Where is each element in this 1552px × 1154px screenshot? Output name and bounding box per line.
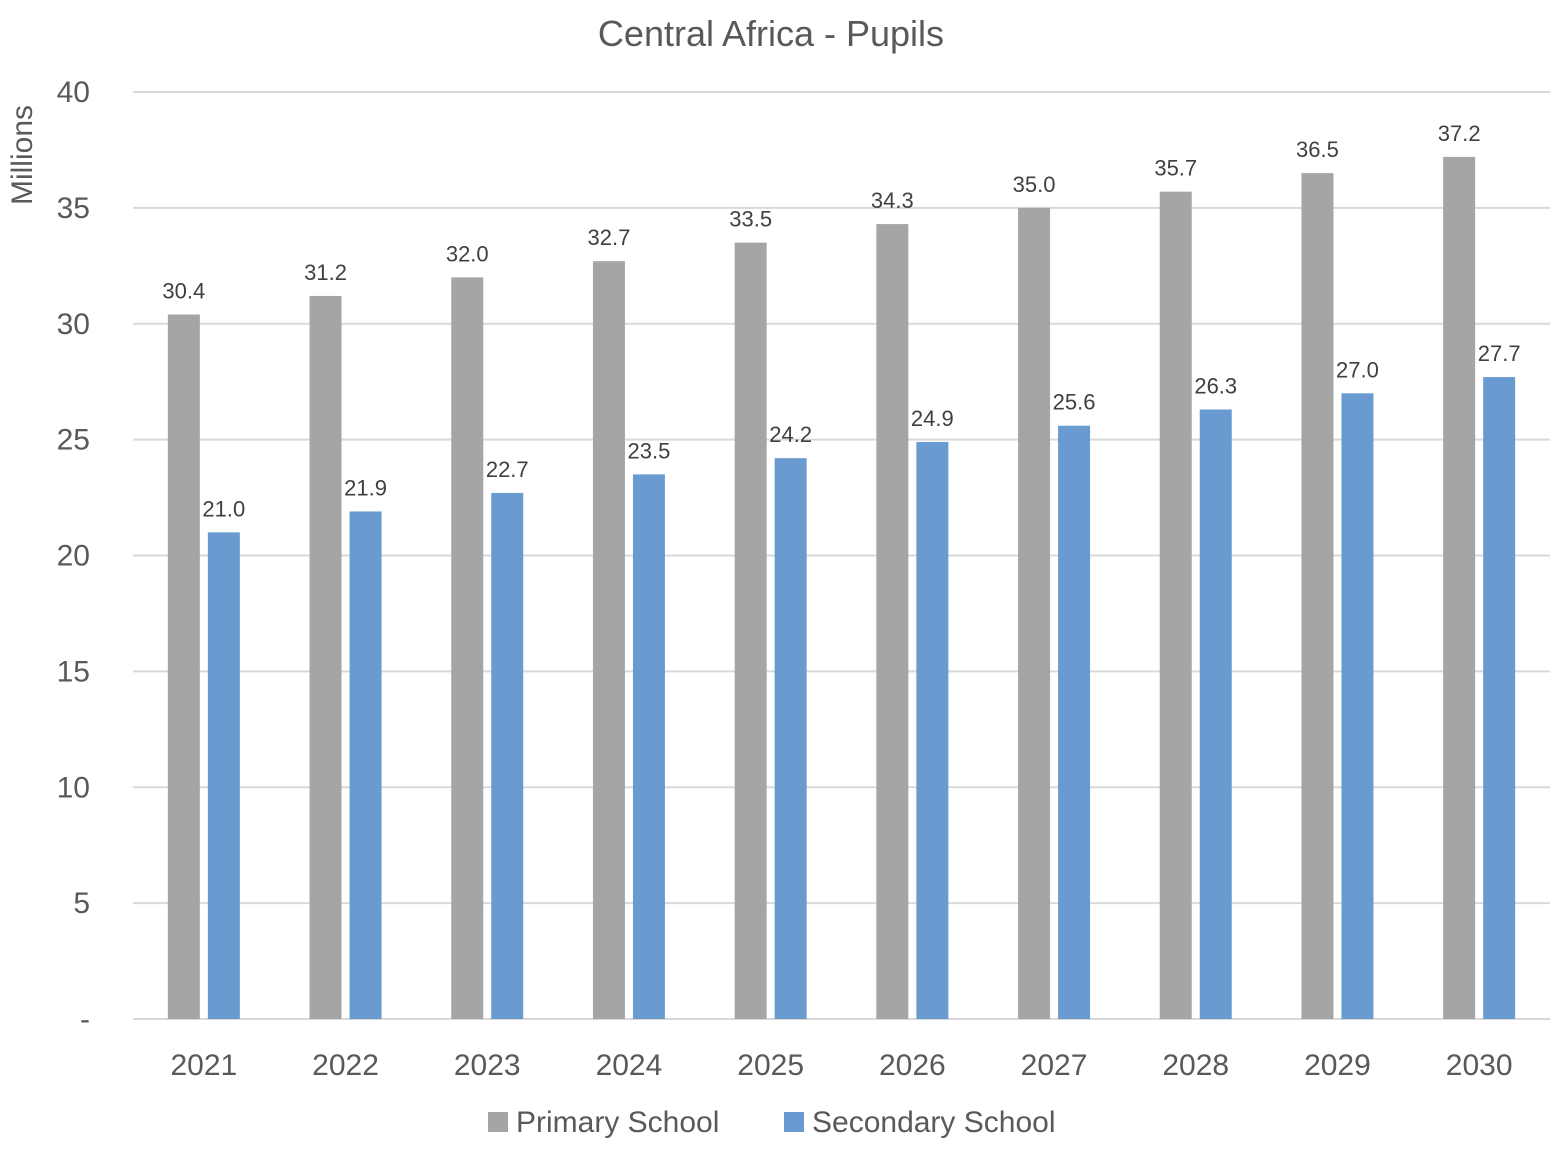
secondary-school-data-label: 27.0 — [1336, 357, 1379, 382]
primary-school-data-label: 35.7 — [1154, 156, 1197, 181]
primary-school-data-label: 33.5 — [729, 207, 772, 232]
secondary-school-bar — [1058, 425, 1091, 1020]
primary-school-data-label: 36.5 — [1296, 137, 1339, 162]
secondary-school-bar — [491, 492, 524, 1019]
primary-school-data-label: 32.7 — [588, 225, 631, 250]
x-tick-label: 2027 — [1021, 1049, 1088, 1082]
primary-school-data-label: 34.3 — [871, 188, 914, 213]
y-tick-label: 35 — [57, 192, 90, 225]
secondary-school-data-label: 23.5 — [628, 438, 671, 463]
secondary-school-bar — [1199, 409, 1232, 1019]
primary-school-bar — [1159, 191, 1192, 1020]
primary-school-bar — [876, 224, 909, 1019]
secondary-school-data-label: 24.2 — [769, 422, 812, 447]
secondary-school-bar — [632, 474, 665, 1019]
primary-school-bar — [1301, 173, 1334, 1020]
y-tick-label: 25 — [57, 424, 90, 457]
data-labels: 30.4 21.0 31.2 21.9 32.0 22.7 32.7 23.5 33.5 24.2… — [162, 121, 1520, 521]
secondary-school-bar — [916, 441, 949, 1019]
x-tick-label: 2026 — [879, 1049, 946, 1082]
x-tick-label: 2022 — [312, 1049, 379, 1082]
y-tick-label: 10 — [57, 771, 90, 804]
x-tick-label: 2030 — [1446, 1049, 1513, 1082]
secondary-school-data-label: 22.7 — [486, 457, 529, 482]
x-tick-label: 2024 — [596, 1049, 663, 1082]
primary-school-data-label: 30.4 — [162, 278, 205, 303]
primary-school-bar — [309, 295, 342, 1019]
primary-school-bar — [734, 242, 767, 1019]
y-tick-label: 5 — [73, 887, 90, 920]
y-tick-label: 15 — [57, 655, 90, 688]
secondary-school-bar — [774, 458, 807, 1019]
y-tick-label: 40 — [57, 76, 90, 109]
legend-swatch-secondary-school — [784, 1112, 804, 1132]
x-tick-label: 2025 — [737, 1049, 804, 1082]
x-tick-label: 2029 — [1304, 1049, 1371, 1082]
chart-title: Central Africa - Pupils — [598, 13, 944, 54]
x-tick-label: 2021 — [170, 1049, 237, 1082]
primary-school-data-label: 31.2 — [304, 260, 347, 285]
x-tick-label: 2028 — [1162, 1049, 1229, 1082]
primary-school-data-label: 37.2 — [1438, 121, 1481, 146]
secondary-school-bar — [349, 511, 382, 1019]
primary-school-bar — [1018, 207, 1051, 1019]
primary-school-bar — [592, 261, 625, 1019]
secondary-school-data-label: 21.0 — [202, 496, 245, 521]
secondary-school-bar — [207, 532, 240, 1019]
y-tick-label: 30 — [57, 308, 90, 341]
y-tick-label: 20 — [57, 540, 90, 573]
legend-swatch-primary-school — [488, 1112, 508, 1132]
y-axis-ticks: - 5 10 15 20 25 30 35 40 — [57, 76, 90, 1036]
secondary-school-data-label: 27.7 — [1478, 341, 1521, 366]
legend: Primary School Secondary School — [488, 1106, 1056, 1139]
legend-label-secondary-school: Secondary School — [812, 1106, 1056, 1139]
primary-school-data-label: 32.0 — [446, 241, 489, 266]
primary-school-bar — [451, 277, 484, 1019]
y-axis-label: Millions — [6, 105, 39, 205]
secondary-school-bar — [1341, 393, 1374, 1019]
secondary-school-data-label: 25.6 — [1053, 390, 1096, 415]
primary-school-bar — [1443, 156, 1476, 1019]
x-axis-ticks: 2021 2022 2023 2024 2025 2026 2027 2028 2029 2030 — [170, 1049, 1512, 1082]
primary-school-bar — [167, 314, 200, 1020]
legend-label-primary-school: Primary School — [516, 1106, 719, 1139]
gridlines — [133, 91, 1550, 1020]
x-tick-label: 2023 — [454, 1049, 521, 1082]
primary-school-data-label: 35.0 — [1013, 172, 1056, 197]
secondary-school-bar — [1483, 377, 1516, 1019]
secondary-school-data-label: 21.9 — [344, 475, 387, 500]
secondary-school-data-label: 26.3 — [1194, 373, 1237, 398]
y-tick-label: - — [80, 1003, 90, 1036]
bars — [167, 156, 1516, 1020]
secondary-school-data-label: 24.9 — [911, 406, 954, 431]
